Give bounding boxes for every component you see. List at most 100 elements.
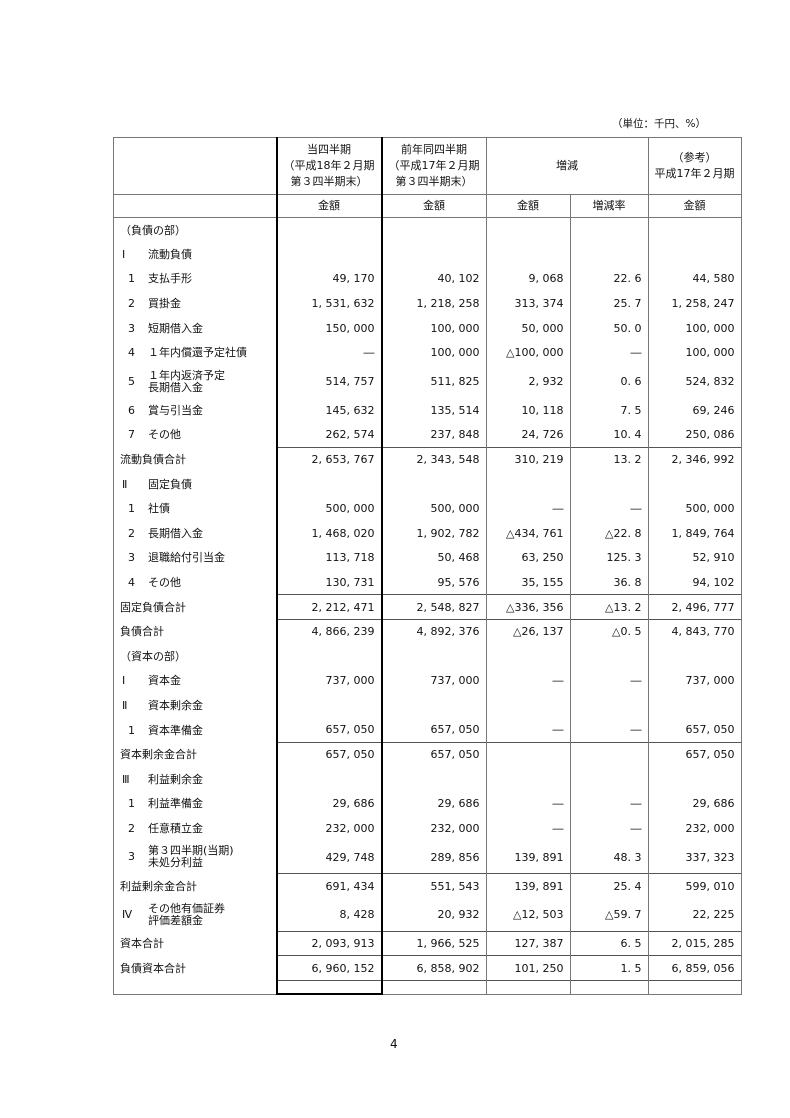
change-rate: △0. 5 xyxy=(569,618,649,644)
change-rate: 48. 3 xyxy=(569,840,649,874)
prior-amount xyxy=(381,242,487,267)
current-amount xyxy=(275,693,383,718)
current-amount: 49, 170 xyxy=(275,266,383,292)
current-amount xyxy=(275,644,383,669)
reference-amount: 44, 580 xyxy=(647,266,742,292)
row-label-text: 流動負債合計 xyxy=(120,453,186,467)
table-row: 2 長期借入金 1, 468, 020 1, 902, 782 △434, 761 △22… xyxy=(113,521,742,546)
page-number: 4 xyxy=(390,1037,398,1051)
row-label-text: その他 xyxy=(148,428,181,442)
table-row: 1 支払手形 49, 170 40, 102 9, 068 22. 6 44, 580 xyxy=(113,266,742,292)
row-label: 資本合計 xyxy=(113,931,277,956)
prior-amount: 1, 966, 525 xyxy=(381,930,487,956)
row-number: 4 xyxy=(128,576,135,590)
row-label-text: 固定負債合計 xyxy=(120,600,186,614)
current-amount: 4, 866, 239 xyxy=(275,618,383,644)
row-label-text: 資本準備金 xyxy=(148,723,203,737)
table-row: 2 任意積立金 232, 000 232, 000 ― ― 232, 000 xyxy=(113,816,742,841)
change-rate: 50. 0 xyxy=(569,315,649,341)
change-amount: 139, 891 xyxy=(485,873,571,899)
row-label-text: 資本剰余金合計 xyxy=(120,748,197,762)
reference-amount: 52, 910 xyxy=(647,545,742,571)
row-label-text: 買掛金 xyxy=(148,297,181,311)
row-label: 1 利益準備金 xyxy=(113,791,277,817)
table-row: Ⅱ 固定負債 xyxy=(113,471,742,497)
change-amount: 2, 932 xyxy=(485,365,571,399)
change-rate: 0. 6 xyxy=(569,365,649,399)
change-amount xyxy=(485,741,571,767)
change-amount: 101, 250 xyxy=(485,955,571,981)
change-amount: △100, 000 xyxy=(485,340,571,366)
reference-amount: 500, 000 xyxy=(647,496,742,522)
reference-amount: 100, 000 xyxy=(647,315,742,341)
row-label: 7 その他 xyxy=(113,422,277,448)
row-label: Ⅰ 資本金 xyxy=(113,668,277,694)
row-number: 3 xyxy=(128,321,135,335)
table-row xyxy=(113,980,742,995)
unit-note: （単位：千円、%） xyxy=(612,118,706,130)
change-rate: 6. 5 xyxy=(569,930,649,956)
table-row: 1 資本準備金 657, 050 657, 050 ― ― 657, 050 xyxy=(113,717,742,743)
current-amount: ― xyxy=(275,340,383,366)
row-label-text: 利益準備金 xyxy=(148,797,203,811)
row-number: 1 xyxy=(128,272,135,286)
header-amount: 金額 xyxy=(275,194,383,218)
prior-amount: 2, 343, 548 xyxy=(381,446,487,472)
row-label: 負債資本合計 xyxy=(113,955,277,981)
table-row: 3 退職給付引当金 113, 718 50, 468 63, 250 125. 3 52, … xyxy=(113,545,742,571)
prior-amount: 95, 576 xyxy=(381,570,487,595)
prior-amount: 500, 000 xyxy=(381,496,487,522)
row-label-text: 負債資本合計 xyxy=(120,961,186,975)
reference-amount: 1, 849, 764 xyxy=(647,521,742,546)
reference-amount xyxy=(647,471,742,497)
prior-amount xyxy=(381,217,487,243)
row-label-text: 退職給付引当金 xyxy=(148,551,225,565)
current-amount: 262, 574 xyxy=(275,422,383,448)
change-amount: ― xyxy=(485,791,571,817)
row-label: 1 資本準備金 xyxy=(113,717,277,743)
current-amount: 150, 000 xyxy=(275,315,383,341)
reference-amount: 22, 225 xyxy=(647,898,742,932)
row-label-text: 利益剰余金 xyxy=(148,772,203,786)
row-number: 1 xyxy=(128,723,135,737)
row-number: 3 xyxy=(128,551,135,565)
table-row: （資本の部） xyxy=(113,644,742,669)
row-label: 4 １年内償還予定社債 xyxy=(113,340,277,366)
table-row: 利益剰余金合計 691, 434 551, 543 139, 891 25. 4 599,… xyxy=(113,873,742,899)
row-label: Ⅱ 資本剰余金 xyxy=(113,693,277,718)
row-label xyxy=(113,980,277,995)
prior-amount: 100, 000 xyxy=(381,315,487,341)
current-amount: 8, 428 xyxy=(275,898,383,932)
current-amount xyxy=(275,766,383,792)
header-blank xyxy=(113,137,277,195)
header-change: 増減 xyxy=(485,137,649,195)
reference-amount xyxy=(647,766,742,792)
row-label-text: 利益剰余金合計 xyxy=(120,879,197,893)
prior-amount: 737, 000 xyxy=(381,668,487,694)
change-amount xyxy=(485,471,571,497)
change-rate: 10. 4 xyxy=(569,422,649,448)
header-current-quarter: 当四半期 （平成18年２月期 第３四半期末） xyxy=(275,137,383,195)
row-label: 1 支払手形 xyxy=(113,266,277,292)
current-amount: 1, 468, 020 xyxy=(275,521,383,546)
prior-amount: 2, 548, 827 xyxy=(381,594,487,620)
row-number: Ⅰ xyxy=(122,247,126,261)
current-amount xyxy=(275,980,383,995)
row-label: Ⅲ 利益剰余金 xyxy=(113,766,277,792)
current-amount: 232, 000 xyxy=(275,816,383,841)
current-amount: 130, 731 xyxy=(275,570,383,595)
prior-amount: 50, 468 xyxy=(381,545,487,571)
current-amount: 691, 434 xyxy=(275,873,383,899)
prior-amount: 1, 902, 782 xyxy=(381,521,487,546)
row-label: 流動負債合計 xyxy=(113,447,277,472)
row-label-text: その他 xyxy=(148,576,181,590)
row-label-text: （負債の部） xyxy=(120,223,186,237)
prior-amount xyxy=(381,980,487,995)
reference-amount: 94, 102 xyxy=(647,570,742,595)
current-amount: 514, 757 xyxy=(275,365,383,399)
table-row: 6 賞与引当金 145, 632 135, 514 10, 118 7. 5 69, 246 xyxy=(113,398,742,423)
row-number: 1 xyxy=(128,797,135,811)
table-row: 資本剰余金合計 657, 050 657, 050 657, 050 xyxy=(113,741,742,767)
row-label-text: 支払手形 xyxy=(148,272,192,286)
reference-amount: 2, 496, 777 xyxy=(647,594,742,620)
